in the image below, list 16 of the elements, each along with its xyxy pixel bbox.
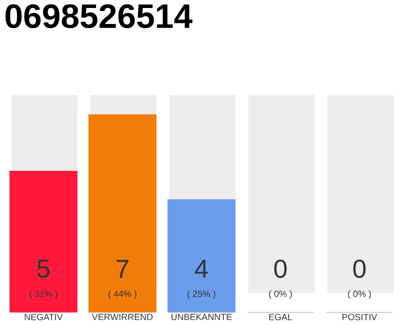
- data-label: 7: [116, 260, 128, 278]
- x-tick-label: EGAL: [269, 314, 292, 320]
- chart-title: 0698526514: [6, 4, 192, 28]
- annotation: ( 0% ): [348, 290, 371, 299]
- data-label: 5: [37, 260, 50, 278]
- data-label: 4: [194, 260, 208, 278]
- data-label: 0: [353, 260, 366, 278]
- annotation: ( 44% ): [108, 290, 136, 299]
- x-tick-label: VERWIRREND: [92, 314, 153, 320]
- x-tick-label: POSITIV: [342, 314, 378, 320]
- x-tick-label: NEGATIV: [24, 314, 63, 320]
- annotation: ( 31% ): [30, 290, 58, 299]
- data-label: 0: [274, 260, 287, 278]
- annotation: ( 25% ): [188, 290, 216, 299]
- x-tick-label: UNBEKANNTE: [172, 314, 232, 320]
- annotation: ( 0% ): [269, 290, 292, 299]
